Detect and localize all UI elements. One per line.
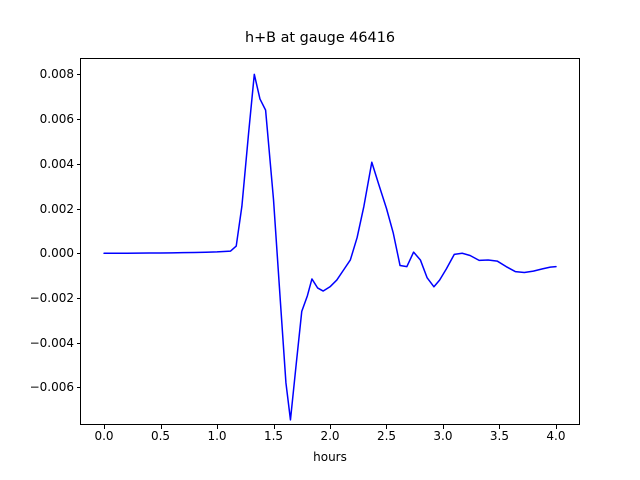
x-tick-mark bbox=[442, 425, 444, 429]
y-tick-mark bbox=[76, 387, 80, 389]
x-tick-label: 2.5 bbox=[376, 429, 397, 443]
x-tick-label: 2.0 bbox=[320, 429, 340, 443]
y-tick-label: −0.004 bbox=[29, 335, 74, 350]
y-tick-label: 0.006 bbox=[39, 112, 74, 127]
y-tick-label: 0.002 bbox=[39, 201, 74, 216]
y-tick-label: −0.002 bbox=[29, 290, 74, 305]
x-tick-label: 1.0 bbox=[207, 429, 227, 443]
x-tick-mark bbox=[386, 425, 388, 429]
plot-canvas bbox=[103, 73, 557, 421]
y-tick-label: 0.000 bbox=[39, 246, 74, 261]
x-tick-label: 3.0 bbox=[433, 429, 453, 443]
y-tick-label: 0.004 bbox=[39, 156, 74, 171]
x-tick-mark bbox=[555, 425, 557, 429]
x-tick-label: 0.0 bbox=[94, 429, 114, 443]
x-tick-label: 4.0 bbox=[546, 429, 566, 443]
x-tick-label: 3.5 bbox=[489, 429, 510, 443]
y-tick-mark bbox=[76, 163, 80, 165]
x-tick-mark bbox=[104, 425, 106, 429]
y-tick-label: −0.006 bbox=[29, 380, 74, 395]
data-series-line bbox=[103, 73, 557, 421]
x-tick-mark bbox=[499, 425, 501, 429]
y-tick-mark bbox=[76, 253, 80, 255]
y-tick-mark bbox=[76, 74, 80, 76]
plot-axes-frame bbox=[80, 58, 580, 425]
x-tick-label: 0.5 bbox=[150, 429, 171, 443]
chart-title: h+B at gauge 46416 bbox=[244, 30, 396, 46]
x-tick-mark bbox=[330, 425, 331, 429]
y-tick-mark bbox=[76, 208, 80, 210]
y-tick-mark bbox=[76, 119, 80, 121]
y-tick-mark bbox=[76, 297, 80, 299]
x-tick-mark bbox=[160, 425, 162, 429]
y-tick-mark bbox=[76, 342, 80, 344]
x-tick-mark bbox=[273, 425, 275, 429]
x-tick-label: 1.5 bbox=[263, 429, 284, 443]
x-axis-label: hours bbox=[313, 450, 347, 464]
y-tick-label: 0.008 bbox=[39, 67, 74, 82]
x-tick-mark bbox=[217, 425, 219, 429]
